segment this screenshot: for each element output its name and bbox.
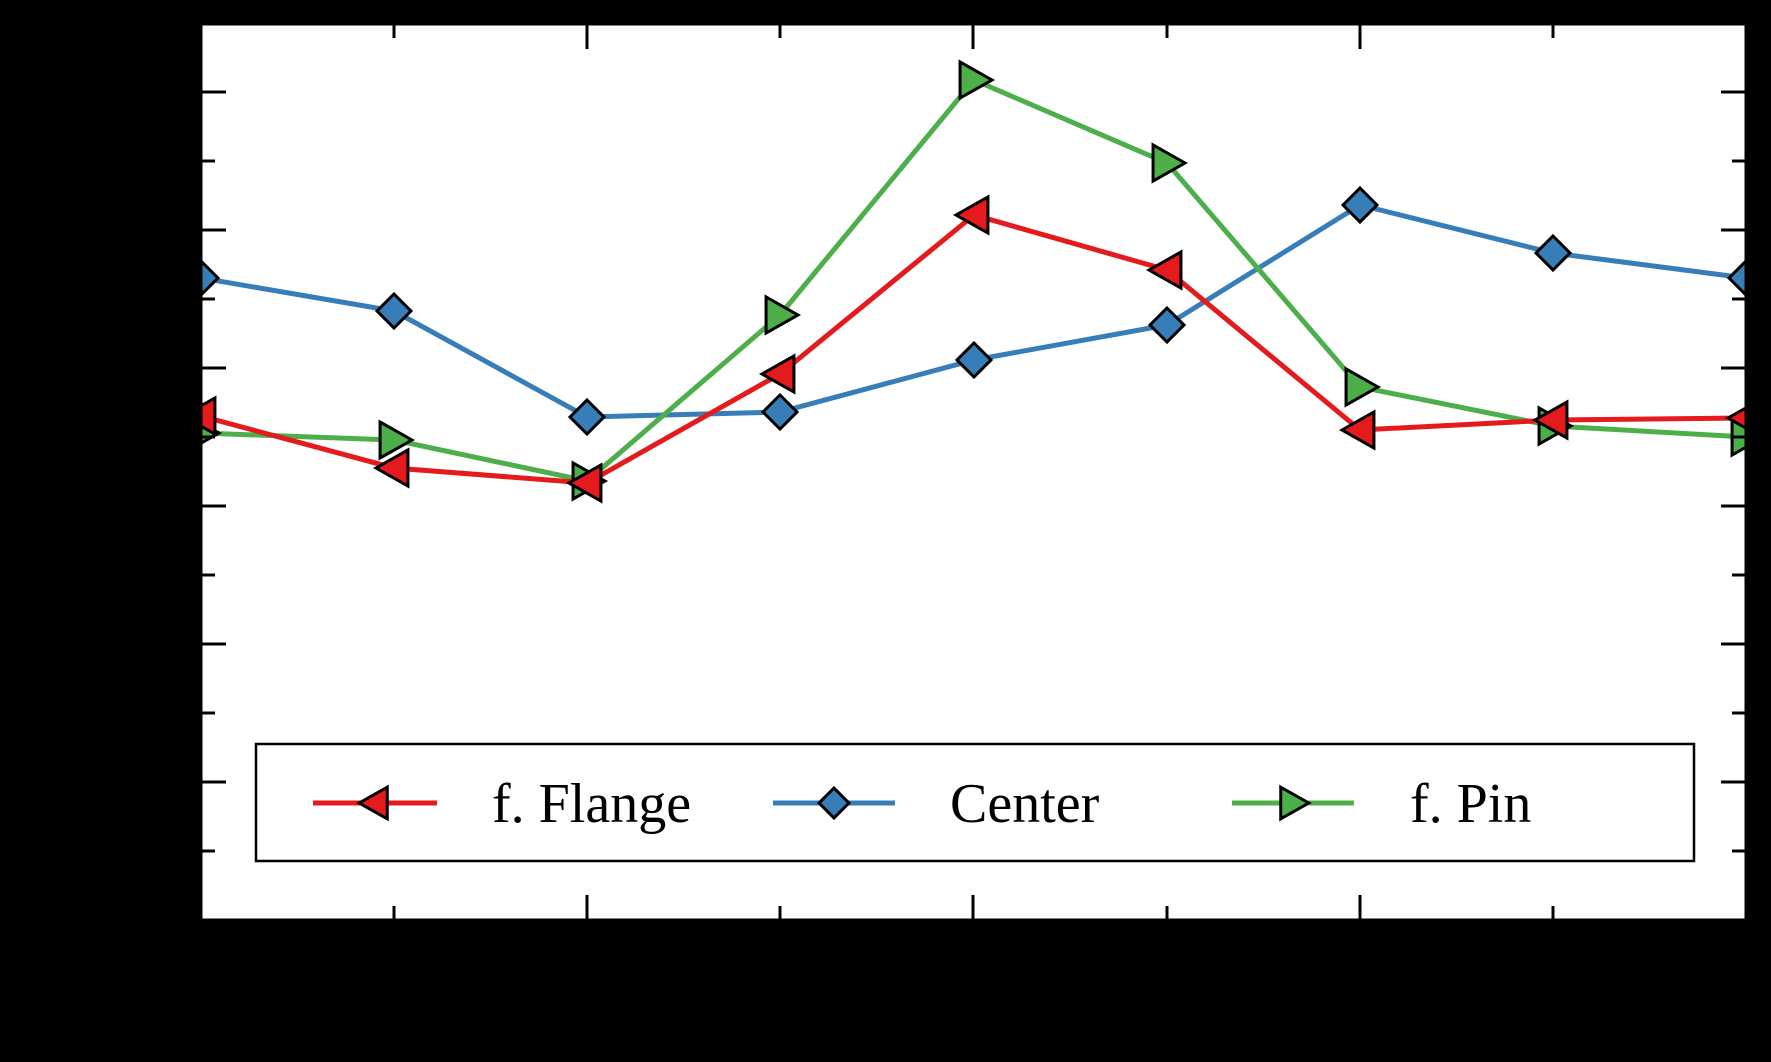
legend-symbol-f-pin [1232, 784, 1354, 822]
legend-box [254, 742, 1696, 863]
series-layer [201, 59, 1746, 504]
marker-f-flange [1145, 249, 1183, 291]
legend-label-f-flange: f. Flange [492, 773, 691, 835]
legend-item-center: Center [773, 773, 1100, 835]
legend-item-f-flange: f. Flange [313, 773, 691, 835]
marker-center [201, 258, 221, 298]
marker-f-pin [1151, 142, 1189, 184]
axes-spines [199, 22, 1748, 922]
legend-marker-f-pin [1279, 784, 1312, 822]
marker-center [1726, 258, 1746, 298]
marker-f-flange [565, 462, 603, 504]
marker-center [954, 340, 994, 380]
marker-f-flange [372, 447, 410, 489]
marker-f-flange [1531, 399, 1569, 441]
legend-label-center: Center [950, 773, 1100, 835]
legend-item-f-pin: f. Pin [1232, 773, 1531, 835]
marker-f-flange [1338, 409, 1376, 451]
marker-f-pin [958, 59, 996, 101]
marker-center [374, 291, 414, 331]
tick-layer [202, 25, 1745, 919]
legend-symbol-f-flange [313, 784, 437, 822]
marker-center [1147, 305, 1187, 345]
marker-f-pin [1344, 366, 1382, 408]
legend-label-f-pin: f. Pin [1410, 773, 1531, 835]
legend-symbol-center [773, 785, 895, 821]
legend-marker-f-flange [356, 784, 389, 822]
marker-center [1533, 233, 1573, 273]
marker-f-pin [764, 294, 802, 336]
marker-f-flange [952, 194, 990, 236]
marker-f-flange [758, 353, 796, 395]
marker-center [760, 392, 800, 432]
legend-marker-center [816, 785, 852, 821]
marker-f-pin [378, 419, 416, 461]
series-f-flange [201, 194, 1746, 504]
marker-f-flange [201, 395, 217, 437]
series-center [201, 185, 1746, 437]
marker-f-flange [1724, 406, 1746, 430]
legend: f. Flange Center f. Pin [254, 742, 1696, 863]
marker-center [1340, 185, 1380, 225]
marker-center [567, 397, 607, 437]
